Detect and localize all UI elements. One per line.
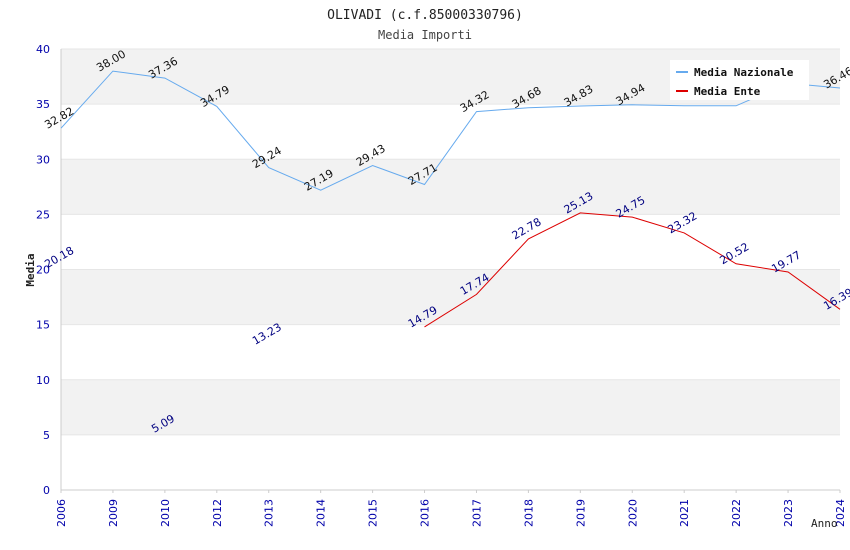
y-tick-label: 10 — [36, 374, 50, 387]
x-tick-label: 2012 — [211, 499, 224, 527]
y-tick-label: 0 — [43, 484, 50, 497]
chart-title: OLIVADI (c.f.85000330796) — [327, 8, 523, 23]
legend-entry: Media Ente — [694, 85, 761, 98]
x-tick-label: 2015 — [367, 499, 380, 527]
legend-entry: Media Nazionale — [694, 66, 794, 79]
y-tick-label: 15 — [36, 319, 50, 332]
y-tick-label: 30 — [36, 153, 50, 166]
y-tick-label: 25 — [36, 208, 50, 221]
x-tick-label: 2014 — [315, 499, 328, 527]
grid-bands — [61, 48, 840, 436]
x-tick-label: 2017 — [470, 499, 483, 527]
data-label: 22.78 — [510, 215, 544, 242]
x-tick-label: 2022 — [730, 499, 743, 527]
series-line-media-ente — [424, 212, 841, 328]
series-line-media-nazionale — [60, 70, 841, 191]
legend-box — [670, 60, 809, 100]
x-axis-label: Anno — [811, 517, 838, 530]
y-tick-label: 35 — [36, 98, 50, 111]
x-tick-label: 2023 — [782, 499, 795, 527]
x-tick-label: 2013 — [263, 499, 276, 527]
y-tick-label: 5 — [43, 429, 50, 442]
x-tick-label: 2024 — [834, 499, 847, 527]
x-tick-label: 2006 — [55, 499, 68, 527]
x-tick-label: 2009 — [107, 499, 120, 527]
data-label: 20.18 — [42, 244, 76, 271]
grid-band — [61, 379, 840, 435]
legend: Media Nazionale Media Ente — [670, 60, 809, 100]
grid-band — [61, 269, 840, 325]
x-axis-ticks: 2006 2009 2010 2012 2013 2014 2015 2016 2017 2018… — [55, 490, 847, 527]
grid-band — [61, 159, 840, 215]
y-tick-label: 20 — [36, 264, 50, 277]
x-tick-label: 2021 — [678, 499, 691, 527]
x-tick-label: 2019 — [574, 499, 587, 527]
series-lines — [60, 70, 841, 328]
y-axis-label: Media — [24, 253, 37, 286]
axes — [60, 49, 840, 491]
chart-subtitle: Media Importi — [378, 28, 472, 42]
x-tick-label: 2010 — [159, 499, 172, 527]
x-tick-label: 2020 — [626, 499, 639, 527]
x-tick-label: 2016 — [419, 499, 432, 527]
y-tick-label: 40 — [36, 43, 50, 56]
y-axis-ticks: 0 5 10 15 20 25 30 35 40 — [36, 43, 50, 497]
x-tick-label: 2018 — [522, 499, 535, 527]
